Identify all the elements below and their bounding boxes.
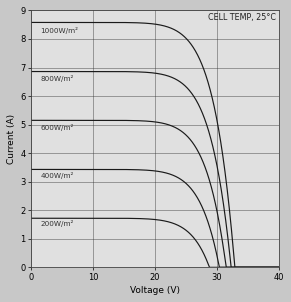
Text: 800W/m²: 800W/m² <box>40 75 74 82</box>
Text: 1000W/m²: 1000W/m² <box>40 27 78 34</box>
X-axis label: Voltage (V): Voltage (V) <box>130 286 180 295</box>
Text: 200W/m²: 200W/m² <box>40 220 74 226</box>
Text: 400W/m²: 400W/m² <box>40 172 74 179</box>
Text: CELL TEMP, 25°C: CELL TEMP, 25°C <box>208 13 276 22</box>
Text: 600W/m²: 600W/m² <box>40 124 74 131</box>
Y-axis label: Current (A): Current (A) <box>7 114 16 164</box>
